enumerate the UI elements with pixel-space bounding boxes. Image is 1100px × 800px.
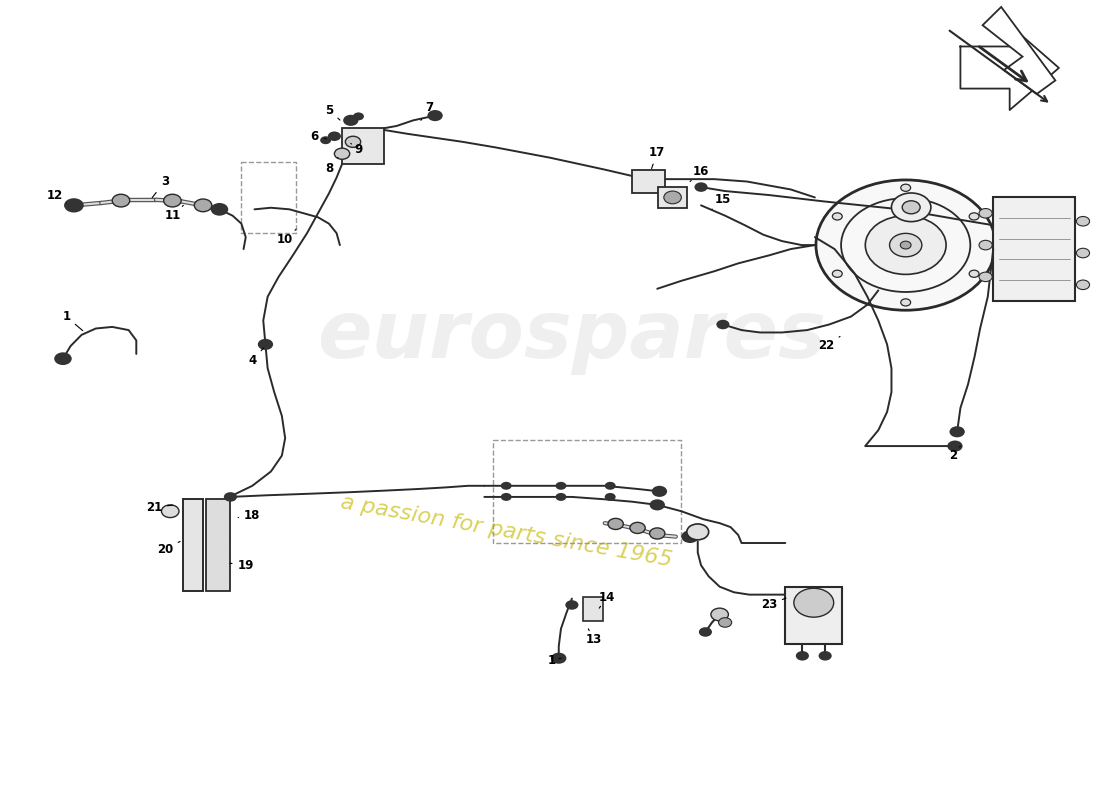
Circle shape xyxy=(1077,248,1090,258)
Polygon shape xyxy=(960,25,1059,110)
FancyBboxPatch shape xyxy=(207,499,230,590)
Text: 3: 3 xyxy=(152,175,168,198)
Circle shape xyxy=(257,339,273,350)
Circle shape xyxy=(353,113,364,120)
Circle shape xyxy=(979,240,992,250)
Text: 16: 16 xyxy=(690,165,710,182)
Text: 14: 14 xyxy=(598,590,615,608)
Circle shape xyxy=(211,203,228,216)
Text: eurospares: eurospares xyxy=(318,298,826,375)
Circle shape xyxy=(718,618,732,627)
Circle shape xyxy=(328,131,341,141)
Text: 6: 6 xyxy=(310,130,327,142)
Circle shape xyxy=(969,270,979,278)
Circle shape xyxy=(979,209,992,218)
Circle shape xyxy=(334,148,350,159)
Text: 4: 4 xyxy=(249,348,264,366)
Circle shape xyxy=(901,184,911,191)
Circle shape xyxy=(681,530,698,543)
Circle shape xyxy=(900,241,911,249)
Circle shape xyxy=(652,486,667,497)
Text: 7: 7 xyxy=(421,101,433,120)
FancyBboxPatch shape xyxy=(342,128,384,164)
Circle shape xyxy=(320,136,331,144)
Text: 8: 8 xyxy=(324,158,338,174)
Text: 11: 11 xyxy=(164,206,184,222)
FancyBboxPatch shape xyxy=(993,198,1076,301)
Circle shape xyxy=(969,213,979,220)
Circle shape xyxy=(500,482,512,490)
Polygon shape xyxy=(982,7,1055,94)
Circle shape xyxy=(605,482,616,490)
Text: 21: 21 xyxy=(145,501,173,514)
Text: 19: 19 xyxy=(230,558,254,572)
Circle shape xyxy=(556,482,566,490)
Text: 1: 1 xyxy=(548,654,561,667)
Text: 23: 23 xyxy=(761,598,786,611)
Circle shape xyxy=(64,198,84,213)
Circle shape xyxy=(947,441,962,452)
Circle shape xyxy=(833,213,843,220)
Circle shape xyxy=(816,180,996,310)
Text: 1: 1 xyxy=(63,310,82,330)
Circle shape xyxy=(866,216,946,274)
Circle shape xyxy=(663,191,681,204)
FancyBboxPatch shape xyxy=(632,170,664,193)
Circle shape xyxy=(686,524,708,540)
Circle shape xyxy=(162,505,179,518)
Text: a passion for parts since 1965: a passion for parts since 1965 xyxy=(339,492,673,570)
Text: 12: 12 xyxy=(47,189,66,203)
FancyBboxPatch shape xyxy=(583,597,603,621)
Circle shape xyxy=(833,270,843,278)
Circle shape xyxy=(551,653,566,664)
Circle shape xyxy=(794,588,834,617)
Circle shape xyxy=(901,299,911,306)
Circle shape xyxy=(694,182,707,192)
Circle shape xyxy=(54,352,72,365)
Circle shape xyxy=(891,193,931,222)
FancyBboxPatch shape xyxy=(184,499,204,590)
Circle shape xyxy=(949,426,965,438)
Circle shape xyxy=(698,627,712,637)
Circle shape xyxy=(650,528,664,539)
Text: 5: 5 xyxy=(324,103,340,120)
Text: 9: 9 xyxy=(351,143,363,156)
Circle shape xyxy=(1077,217,1090,226)
Circle shape xyxy=(902,201,920,214)
Circle shape xyxy=(630,522,646,534)
Text: 20: 20 xyxy=(156,542,180,556)
Circle shape xyxy=(224,492,236,502)
Circle shape xyxy=(565,600,579,610)
Circle shape xyxy=(343,114,359,126)
Text: 17: 17 xyxy=(649,146,666,169)
Circle shape xyxy=(711,608,728,621)
FancyBboxPatch shape xyxy=(658,187,686,208)
Circle shape xyxy=(979,272,992,282)
Circle shape xyxy=(818,651,832,661)
Text: 10: 10 xyxy=(277,229,296,246)
Circle shape xyxy=(605,493,616,501)
Circle shape xyxy=(890,234,922,257)
Circle shape xyxy=(716,320,729,330)
Text: 15: 15 xyxy=(712,194,732,210)
Circle shape xyxy=(500,493,512,501)
Text: 18: 18 xyxy=(238,509,261,522)
Circle shape xyxy=(1077,280,1090,290)
Circle shape xyxy=(428,110,442,121)
Circle shape xyxy=(112,194,130,207)
Circle shape xyxy=(195,199,212,212)
Circle shape xyxy=(795,651,808,661)
Text: 2: 2 xyxy=(948,446,960,462)
Text: 22: 22 xyxy=(817,337,840,353)
Circle shape xyxy=(556,493,566,501)
FancyBboxPatch shape xyxy=(785,586,843,644)
Circle shape xyxy=(345,136,361,147)
Circle shape xyxy=(608,518,624,530)
Circle shape xyxy=(650,499,664,510)
Text: 13: 13 xyxy=(585,629,602,646)
Circle shape xyxy=(164,194,182,207)
